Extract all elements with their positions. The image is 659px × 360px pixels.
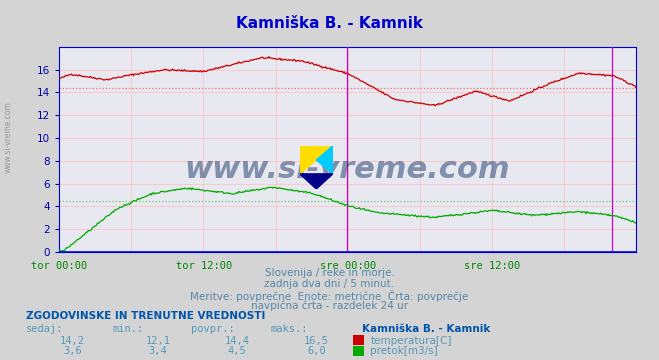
Text: povpr.:: povpr.:	[191, 324, 235, 334]
Text: www.si-vreme.com: www.si-vreme.com	[4, 101, 13, 173]
Polygon shape	[300, 146, 333, 174]
Text: tor 12:00: tor 12:00	[175, 261, 232, 271]
Polygon shape	[316, 146, 333, 174]
Text: min.:: min.:	[112, 324, 143, 334]
Text: 16,5: 16,5	[304, 336, 329, 346]
Text: Slovenija / reke in morje.: Slovenija / reke in morje.	[264, 268, 395, 278]
Text: tor 00:00: tor 00:00	[31, 261, 88, 271]
Text: www.si-vreme.com: www.si-vreme.com	[185, 156, 511, 184]
Text: maks.:: maks.:	[270, 324, 308, 334]
Text: Meritve: povprečne  Enote: metrične  Črta: povprečje: Meritve: povprečne Enote: metrične Črta:…	[190, 290, 469, 302]
Text: 3,6: 3,6	[63, 346, 82, 356]
Text: 4,5: 4,5	[228, 346, 246, 356]
Text: 14,2: 14,2	[60, 336, 85, 346]
Text: navpična črta - razdelek 24 ur: navpična črta - razdelek 24 ur	[251, 301, 408, 311]
Text: ZGODOVINSKE IN TRENUTNE VREDNOSTI: ZGODOVINSKE IN TRENUTNE VREDNOSTI	[26, 311, 266, 321]
Text: sedaj:: sedaj:	[26, 324, 64, 334]
Text: temperatura[C]: temperatura[C]	[370, 336, 452, 346]
Text: Kamniška B. - Kamnik: Kamniška B. - Kamnik	[362, 324, 491, 334]
Text: zadnja dva dni / 5 minut.: zadnja dva dni / 5 minut.	[264, 279, 395, 289]
Text: 12,1: 12,1	[146, 336, 171, 346]
Text: sre 00:00: sre 00:00	[320, 261, 376, 271]
Text: 3,4: 3,4	[149, 346, 167, 356]
Text: pretok[m3/s]: pretok[m3/s]	[370, 346, 438, 356]
Text: 14,4: 14,4	[225, 336, 250, 346]
Text: 6,0: 6,0	[307, 346, 326, 356]
Text: Kamniška B. - Kamnik: Kamniška B. - Kamnik	[236, 16, 423, 31]
Polygon shape	[300, 174, 333, 189]
Text: sre 12:00: sre 12:00	[465, 261, 521, 271]
